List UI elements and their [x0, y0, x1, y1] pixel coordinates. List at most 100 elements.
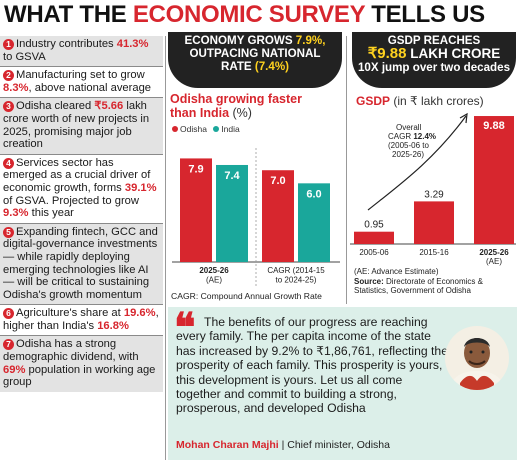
- cagr-annotation-line: 2025-26): [392, 150, 424, 159]
- bar-odisha: [180, 158, 212, 262]
- banner-text: 10X jump over two decades: [357, 61, 511, 74]
- point-text: , above national average: [28, 81, 152, 94]
- point-text: of GSVA. Projected to grow: [3, 194, 139, 207]
- growth-banner: ECONOMY GROWS 7.9%, OUTPACING NATIONAL R…: [168, 32, 342, 88]
- bar-value-label: 6.0: [306, 188, 321, 200]
- point-7: 7 Odisha has a strong demographic dividen…: [0, 336, 163, 392]
- gsdp-bar-chart: Overall CAGR 12.4% (2005-06 to 2025-26) …: [350, 112, 516, 266]
- quote-attribution: Mohan Charan Majhi | Chief minister, Odi…: [176, 439, 390, 451]
- point-text: Manufacturing set to grow: [16, 69, 145, 82]
- banner-highlight: 7.9%,: [295, 34, 326, 47]
- speaker-name: Mohan Charan Majhi: [176, 439, 279, 451]
- category-label: 2015-16: [419, 248, 449, 257]
- point-highlight: 8.3%: [3, 81, 29, 94]
- headline-part3: TELLS US: [364, 1, 485, 28]
- footnote-line: (AE: Advance Estimate): [354, 267, 439, 276]
- chart-title-unit: (%): [229, 106, 252, 120]
- banner-text: GSDP REACHES: [387, 34, 481, 47]
- chief-minister-photo: [445, 326, 509, 390]
- category-label: 2025-26: [199, 266, 229, 275]
- point-number: 3: [3, 101, 14, 113]
- key-points-list: 1 Industry contributes 41.3% to GSVA 2 Man…: [0, 36, 163, 460]
- point-text: Agriculture's share at: [16, 307, 124, 320]
- point-text: Industry contributes: [16, 38, 117, 50]
- point-text: Expanding fintech, GCC and digital-gover…: [3, 225, 158, 301]
- gsdp-banner: GSDP REACHES ₹9.88 LAKH CRORE 10X jump o…: [352, 32, 516, 88]
- cagr-annotation-line: Overall: [396, 123, 422, 132]
- point-highlight: 39.1%: [124, 181, 157, 194]
- bar-odisha: [262, 170, 294, 262]
- legend-label-odisha: Odisha: [180, 124, 207, 134]
- banner-text: OUTPACING NATIONAL: [189, 47, 321, 60]
- point-number: 1: [3, 39, 14, 50]
- point-text: this year: [28, 207, 74, 220]
- point-text: Services sector has emerged as a crucial…: [3, 156, 151, 194]
- category-label: 2025-26: [479, 248, 509, 257]
- point-6: 6 Agriculture's share at 19.6%, higher th…: [0, 305, 163, 337]
- banner-highlight: (7.4%): [254, 60, 290, 73]
- growth-chart-title: Odisha growing faster than India (%): [170, 92, 302, 120]
- quote-mark-icon: ❝: [174, 304, 196, 351]
- point-2: 2 Manufacturing set to grow 8.3%, above n…: [0, 67, 163, 99]
- bar-value-label: 7.0: [270, 175, 285, 187]
- point-text: Odisha cleared: [16, 100, 95, 113]
- point-number: 6: [3, 308, 14, 320]
- point-5: 5 Expanding fintech, GCC and digital-gove…: [0, 223, 163, 306]
- cm-quote-box: ❝ The benefits of our progress are reach…: [168, 307, 517, 460]
- chart-title-line: Odisha growing faster: [170, 92, 302, 106]
- gsdp-footnote: (AE: Advance Estimate) Source: Directora…: [354, 267, 516, 296]
- arrowhead-icon: [459, 112, 468, 124]
- gsdp-bar: [414, 201, 454, 244]
- legend-dot-india: [213, 126, 220, 132]
- point-highlight: 41.3%: [116, 38, 149, 50]
- gsdp-bar: [474, 116, 514, 244]
- legend-dot-odisha: [172, 126, 178, 132]
- cagr-annotation-line: (2005-06 to: [388, 141, 429, 150]
- point-number: 5: [3, 226, 14, 238]
- chart-title-line: than India: [170, 106, 230, 120]
- category-label: (AE): [486, 257, 502, 266]
- point-1: 1 Industry contributes 41.3% to GSVA: [0, 36, 163, 68]
- chart-title-unit: (in ₹ lakh crores): [390, 94, 484, 108]
- speaker-role: | Chief minister, Odisha: [278, 439, 390, 451]
- cagr-annotation-line: CAGR 12.4%: [388, 132, 436, 141]
- banner-highlight: ₹9.88: [367, 45, 407, 62]
- point-3: 3 Odisha cleared ₹5.66 lakh crore worth o…: [0, 98, 163, 155]
- point-text: Odisha has a strong demographic dividend…: [3, 338, 139, 364]
- point-highlight: ₹5.66: [94, 100, 124, 113]
- growth-chart-legend: Odisha India: [172, 124, 240, 134]
- chart-title-line: GSDP: [356, 94, 391, 108]
- point-text: lakh crore worth of new projects in 2025…: [3, 100, 150, 151]
- point-highlight: 69%: [3, 363, 26, 376]
- column-divider: [346, 36, 347, 304]
- point-4: 4 Services sector has emerged as a crucia…: [0, 155, 163, 224]
- headline-part2: ECONOMIC SURVEY: [132, 1, 365, 28]
- category-label: 2005-06: [359, 248, 389, 257]
- point-highlight: 19.6%: [123, 307, 156, 320]
- point-highlight: 16.8%: [97, 319, 129, 332]
- point-text: , higher than India's: [3, 307, 159, 332]
- category-label: (AE): [206, 276, 222, 285]
- bar-india: [298, 183, 330, 262]
- banner-text: ECONOMY GROWS: [184, 34, 296, 47]
- quote-text: The benefits of our progress are reachin…: [176, 315, 448, 416]
- point-number: 4: [3, 157, 14, 169]
- point-highlight: 9.3%: [3, 207, 29, 220]
- banner-text: LAKH CRORE: [406, 46, 501, 61]
- category-label: CAGR (2014-15: [267, 266, 325, 275]
- bar-value-label: 3.29: [424, 189, 444, 200]
- bar-india: [216, 164, 248, 262]
- bar-value-label: 9.88: [483, 120, 504, 132]
- source-label: Source:: [354, 276, 384, 286]
- growth-trend-arrow: [367, 115, 467, 211]
- point-text: to GSVA: [3, 50, 46, 63]
- bar-value-label: 7.4: [224, 170, 240, 182]
- source-text: Directorate of Economics & Statistics, G…: [354, 276, 483, 296]
- gsdp-bar: [354, 231, 394, 244]
- headline: WHAT THE ECONOMIC SURVEY TELLS US: [0, 0, 517, 30]
- growth-chart-footnote: CAGR: Compound Annual Growth Rate: [171, 291, 322, 301]
- bar-value-label: 0.95: [364, 220, 384, 231]
- legend-label-india: India: [221, 124, 240, 134]
- point-text: population in working age group: [3, 363, 156, 389]
